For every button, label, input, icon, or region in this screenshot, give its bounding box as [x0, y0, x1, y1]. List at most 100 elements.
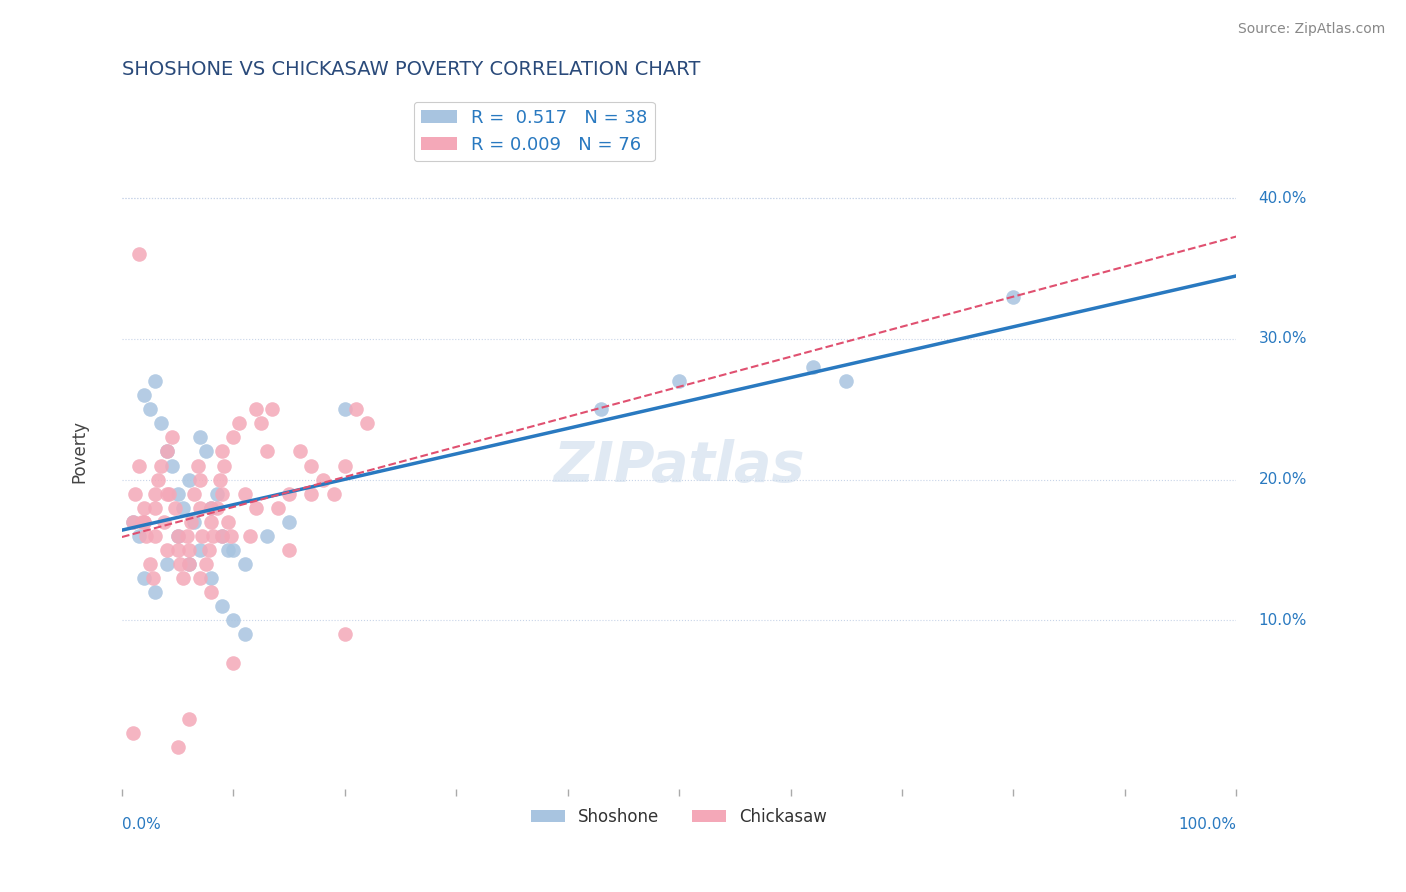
Point: [228, 417, 250, 431]
Point: [205, 500, 228, 515]
Point: [278, 486, 301, 500]
Point: [177, 712, 200, 726]
Point: [200, 571, 222, 585]
Point: [143, 585, 166, 599]
Point: [262, 402, 284, 417]
Point: [134, 515, 156, 529]
Point: [267, 500, 290, 515]
Point: [172, 571, 194, 585]
Point: [250, 417, 273, 431]
Point: [128, 458, 150, 473]
Point: [122, 515, 145, 529]
Point: [299, 486, 322, 500]
Legend: Shoshone, Chickasaw: Shoshone, Chickasaw: [524, 801, 834, 832]
Point: [155, 444, 177, 458]
Point: [333, 458, 356, 473]
Point: [835, 374, 858, 388]
Text: 20.0%: 20.0%: [1258, 472, 1308, 487]
Point: [172, 500, 194, 515]
Point: [143, 500, 166, 515]
Point: [299, 458, 322, 473]
Point: [188, 473, 211, 487]
Point: [155, 557, 177, 571]
Point: [245, 402, 267, 417]
Point: [177, 543, 200, 558]
Point: [194, 557, 217, 571]
Point: [146, 473, 169, 487]
Point: [668, 374, 690, 388]
Point: [217, 543, 239, 558]
Point: [143, 374, 166, 388]
Point: [256, 529, 278, 543]
Point: [205, 486, 228, 500]
Point: [183, 486, 205, 500]
Point: [169, 557, 191, 571]
Text: 30.0%: 30.0%: [1258, 331, 1308, 346]
Point: [198, 543, 221, 558]
Point: [134, 500, 156, 515]
Point: [278, 515, 301, 529]
Point: [128, 247, 150, 261]
Point: [180, 515, 202, 529]
Point: [166, 739, 188, 754]
Point: [143, 529, 166, 543]
Text: Poverty: Poverty: [70, 420, 89, 483]
Point: [222, 656, 245, 670]
Point: [214, 458, 236, 473]
Point: [322, 486, 344, 500]
Point: [122, 515, 145, 529]
Point: [166, 543, 188, 558]
Text: 0.0%: 0.0%: [122, 817, 160, 832]
Point: [194, 444, 217, 458]
Point: [149, 458, 172, 473]
Point: [211, 599, 233, 614]
Point: [139, 402, 162, 417]
Point: [208, 473, 231, 487]
Point: [176, 529, 198, 543]
Text: ZIPatlas: ZIPatlas: [554, 439, 804, 492]
Point: [222, 543, 245, 558]
Point: [177, 473, 200, 487]
Point: [245, 500, 267, 515]
Point: [128, 529, 150, 543]
Point: [233, 486, 256, 500]
Point: [166, 486, 188, 500]
Point: [188, 543, 211, 558]
Point: [191, 529, 214, 543]
Point: [155, 444, 177, 458]
Point: [131, 515, 153, 529]
Point: [311, 473, 333, 487]
Point: [219, 529, 242, 543]
Point: [591, 402, 613, 417]
Point: [333, 627, 356, 641]
Point: [256, 444, 278, 458]
Text: 10.0%: 10.0%: [1258, 613, 1308, 628]
Point: [344, 402, 367, 417]
Point: [155, 543, 177, 558]
Point: [233, 557, 256, 571]
Point: [166, 529, 188, 543]
Point: [222, 430, 245, 444]
Point: [153, 515, 176, 529]
Point: [202, 529, 225, 543]
Point: [166, 529, 188, 543]
Point: [157, 486, 180, 500]
Point: [211, 444, 233, 458]
Point: [1002, 290, 1025, 304]
Point: [217, 515, 239, 529]
Point: [200, 500, 222, 515]
Text: 100.0%: 100.0%: [1178, 817, 1236, 832]
Point: [177, 557, 200, 571]
Point: [188, 430, 211, 444]
Point: [187, 458, 209, 473]
Point: [160, 458, 183, 473]
Point: [290, 444, 312, 458]
Point: [160, 430, 183, 444]
Point: [211, 529, 233, 543]
Text: 40.0%: 40.0%: [1258, 191, 1308, 206]
Point: [165, 500, 187, 515]
Point: [183, 515, 205, 529]
Point: [233, 627, 256, 641]
Point: [239, 529, 262, 543]
Point: [188, 500, 211, 515]
